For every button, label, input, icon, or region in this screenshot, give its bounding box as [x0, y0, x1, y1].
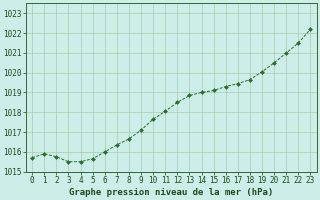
X-axis label: Graphe pression niveau de la mer (hPa): Graphe pression niveau de la mer (hPa): [69, 188, 274, 197]
